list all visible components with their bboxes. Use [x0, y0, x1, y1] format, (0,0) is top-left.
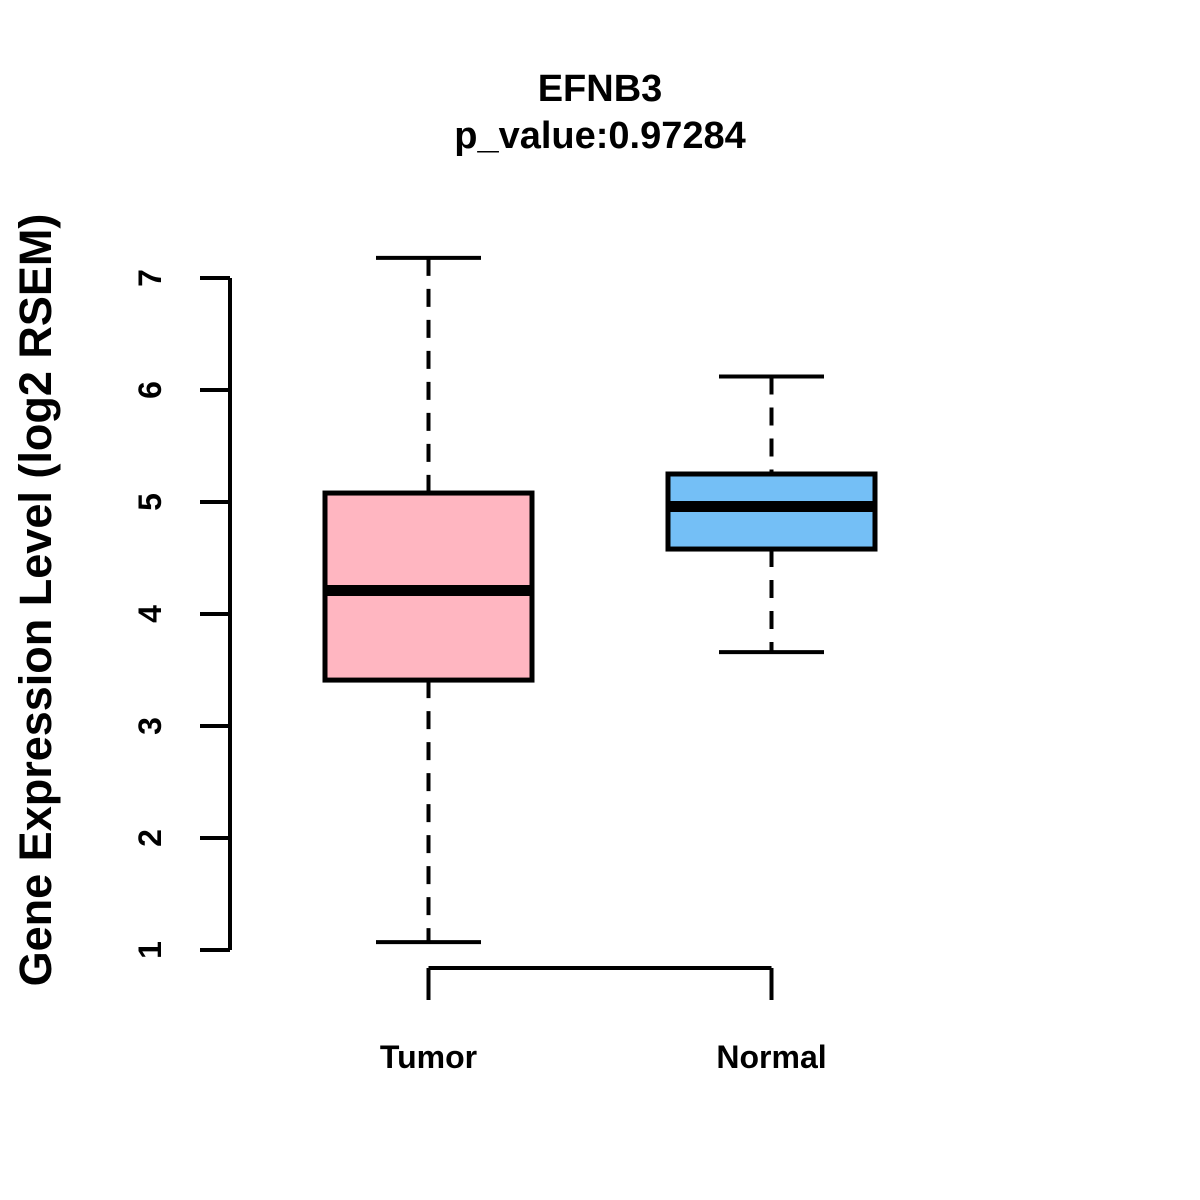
y-axis-tick-label: 6 — [132, 381, 168, 399]
chart-title: EFNB3 — [537, 68, 663, 110]
chart-title-block: EFNB3 p_value:0.97284 — [454, 66, 746, 160]
y-axis-tick-label: 5 — [132, 493, 168, 511]
x-axis-label-tumor: Tumor — [380, 1039, 477, 1075]
chart-subtitle: p_value:0.97284 — [454, 115, 746, 157]
y-axis-tick-label: 2 — [132, 829, 168, 847]
y-axis-tick-label: 1 — [132, 941, 168, 959]
x-axis-label-normal: Normal — [716, 1039, 826, 1075]
y-axis-tick-label: 3 — [132, 717, 168, 735]
y-axis-tick-label: 4 — [132, 605, 168, 623]
y-axis-tick-label: 7 — [132, 269, 168, 287]
